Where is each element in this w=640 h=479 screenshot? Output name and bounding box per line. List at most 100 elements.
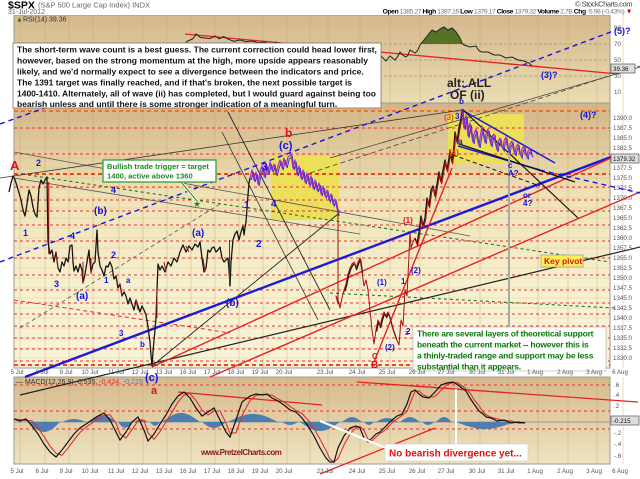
svg-text:-0.215: -0.215 [613, 418, 631, 425]
svg-text:1345.0: 1345.0 [613, 295, 632, 302]
svg-text:Open 1385.27 High 1387.16 Low: Open 1385.27 High 1387.16 Low 1379.17 Cl… [383, 9, 632, 16]
svg-text:10 Jul: 10 Jul [82, 369, 99, 376]
svg-text:z: z [405, 330, 409, 337]
svg-text:(5)?: (5)? [614, 26, 631, 36]
svg-text:1385.0: 1385.0 [613, 135, 632, 142]
svg-text:b: b [459, 97, 464, 106]
svg-text:25 Jul: 25 Jul [379, 468, 396, 475]
svg-text:6 Aug: 6 Aug [612, 369, 628, 376]
svg-text:13 Jul: 13 Jul [156, 369, 173, 376]
svg-text:2: 2 [406, 327, 411, 336]
svg-text:11 Jul: 11 Jul [108, 468, 124, 475]
svg-text:24 Jul: 24 Jul [349, 369, 366, 376]
svg-text:26 Jul: 26 Jul [409, 369, 426, 376]
svg-text:-.6: -.6 [614, 453, 622, 460]
svg-text:90: 90 [614, 25, 621, 32]
svg-text:11 Jul: 11 Jul [108, 369, 124, 376]
svg-text:3: 3 [54, 279, 59, 289]
svg-text:12 Jul: 12 Jul [132, 369, 149, 376]
svg-text:30 Jul: 30 Jul [469, 468, 486, 475]
svg-text:3: 3 [119, 329, 124, 338]
svg-text:1357.5: 1357.5 [613, 245, 632, 252]
svg-text:1 Aug: 1 Aug [527, 468, 543, 475]
svg-text:1362.5: 1362.5 [613, 225, 632, 232]
svg-text:3: 3 [455, 112, 460, 121]
svg-text:27 Jul: 27 Jul [438, 468, 455, 475]
svg-text:© StockCharts.com: © StockCharts.com [575, 0, 632, 9]
svg-text:1337.5: 1337.5 [613, 325, 632, 332]
svg-text:19 Jul: 19 Jul [252, 369, 269, 376]
svg-text:— MACD(12,26,9) -0.535, -0.424: — MACD(12,26,9) -0.535, -0.424, -0.215 [16, 379, 143, 386]
svg-text:B: B [371, 360, 378, 371]
svg-text:.2: .2 [614, 403, 620, 410]
svg-text:(1): (1) [403, 216, 413, 225]
svg-text:17 Jul: 17 Jul [204, 468, 221, 475]
svg-text:▲RSI(14) 39.36: ▲RSI(14) 39.36 [16, 17, 67, 24]
svg-text:www.PretzelCharts.com: www.PretzelCharts.com [200, 448, 282, 457]
svg-text:The 1391 target was finally re: The 1391 target was finally reached, and… [17, 78, 352, 88]
svg-text:3 Aug: 3 Aug [586, 468, 602, 475]
svg-text:likely, and we'd normally expe: likely, and we'd normally expect to see … [17, 67, 364, 77]
svg-text:b: b [285, 126, 292, 140]
svg-text:1387.5: 1387.5 [613, 125, 632, 132]
svg-text:1360.0: 1360.0 [613, 235, 632, 242]
svg-text:1382.5: 1382.5 [613, 145, 632, 152]
svg-text:alt: ALL: alt: ALL [447, 76, 491, 90]
svg-text:9 Jul: 9 Jul [59, 468, 72, 475]
svg-text:4: 4 [70, 231, 75, 241]
svg-text:1400-1410. Alternately, all of: 1400-1410. Alternately, all of wave (ii)… [17, 89, 376, 99]
svg-text:OF (ii): OF (ii) [450, 88, 485, 102]
svg-text:1350.0: 1350.0 [613, 275, 632, 282]
svg-text:C: C [372, 352, 378, 361]
svg-text:1370.0: 1370.0 [613, 195, 632, 202]
svg-text:1390.0: 1390.0 [613, 115, 632, 122]
svg-text:1377.5: 1377.5 [613, 165, 632, 172]
svg-text:16 Jul: 16 Jul [180, 369, 197, 376]
svg-text:10 Jul: 10 Jul [82, 468, 99, 475]
svg-text:16 Jul: 16 Jul [180, 468, 197, 475]
svg-text:1379.32: 1379.32 [613, 156, 636, 163]
svg-text:4: 4 [271, 199, 277, 210]
svg-text:(4): (4) [449, 148, 459, 157]
svg-text:1367.5: 1367.5 [613, 205, 632, 212]
svg-text:Key pivot: Key pivot [544, 256, 582, 266]
svg-text:however, based on the strong m: however, based on the strong momentum at… [17, 56, 368, 66]
svg-text:A: A [10, 158, 20, 173]
svg-text:(b): (b) [226, 298, 239, 309]
svg-text:(4)?: (4)? [580, 110, 597, 120]
svg-text:1352.5: 1352.5 [613, 265, 632, 272]
svg-text:1375.0: 1375.0 [613, 175, 632, 182]
svg-text:25 Jul: 25 Jul [379, 369, 396, 376]
svg-text:(b): (b) [94, 206, 107, 217]
svg-text:30: 30 [614, 73, 621, 80]
svg-text:.6: .6 [614, 382, 620, 389]
svg-text:13 Jul: 13 Jul [156, 468, 173, 475]
svg-text:(a): (a) [192, 228, 204, 239]
svg-text:20 Jul: 20 Jul [276, 468, 293, 475]
svg-text:Bullish trade trigger = target: Bullish trade trigger = target [107, 162, 209, 171]
svg-text:-.4: -.4 [614, 441, 622, 448]
svg-text:1340.0: 1340.0 [613, 315, 632, 322]
svg-text:c: c [508, 161, 513, 170]
svg-text:26 Jul: 26 Jul [409, 468, 426, 475]
svg-text:31 Jul: 31 Jul [498, 369, 515, 376]
svg-text:6 Aug: 6 Aug [612, 468, 628, 475]
svg-text:9 Jul: 9 Jul [59, 369, 72, 376]
svg-text:5 Jul: 5 Jul [10, 468, 23, 475]
svg-text:1365.0: 1365.0 [613, 215, 632, 222]
svg-text:(2): (2) [411, 266, 421, 275]
svg-text:30 Jul: 30 Jul [469, 369, 486, 376]
svg-text:3 Aug: 3 Aug [586, 369, 602, 376]
svg-text:6 Jul: 6 Jul [35, 369, 48, 376]
svg-text:27 Jul: 27 Jul [438, 369, 455, 376]
svg-text:(a): (a) [76, 291, 88, 302]
svg-text:1330.0: 1330.0 [613, 355, 632, 362]
svg-text:1332.5: 1332.5 [613, 345, 632, 352]
svg-text:(3): (3) [444, 113, 454, 122]
svg-text:(1): (1) [377, 278, 387, 287]
svg-text:The short-term wave count is a: The short-term wave count is a best gues… [17, 45, 377, 55]
svg-text:There are several layers of th: There are several layers of theoretical … [417, 329, 594, 339]
svg-text:-.2: -.2 [614, 430, 622, 437]
svg-text:2: 2 [36, 158, 41, 168]
svg-text:12 Jul: 12 Jul [132, 468, 149, 475]
